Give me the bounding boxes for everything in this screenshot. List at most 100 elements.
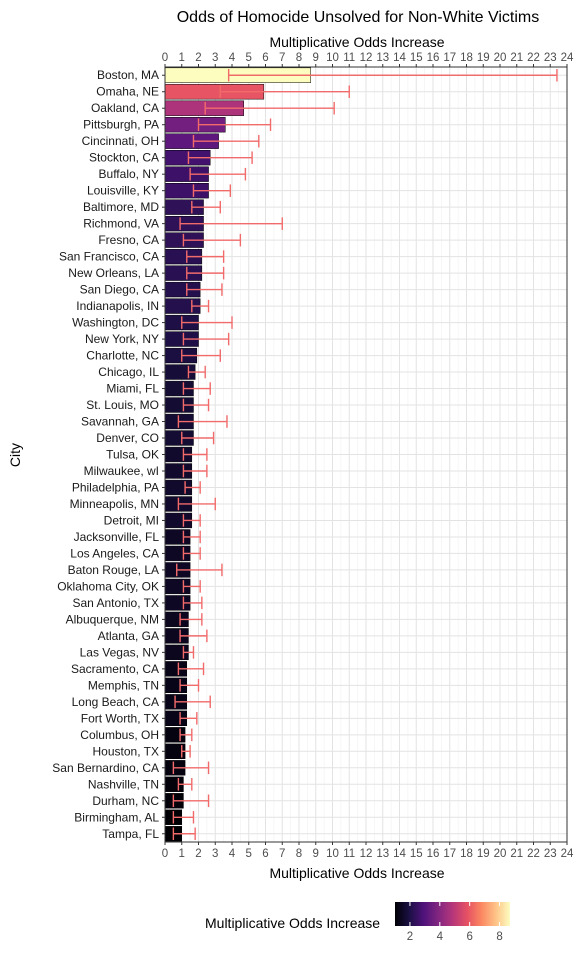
x-bottom-tick-label: 14 [393,848,406,860]
category-label: Oakland, CA [91,101,159,115]
category-label: Charlotte, NC [86,349,159,363]
x-top-tick-label: 16 [427,52,440,64]
x-top-tick-label: 7 [279,52,285,64]
legend-tick-label: 2 [407,931,413,943]
x-bottom-tick-label: 24 [561,848,574,860]
category-label: Boston, MA [97,68,159,82]
category-label: Buffalo, NY [99,167,159,181]
x-bottom-tick-label: 9 [313,848,319,860]
legend-colorbar [395,902,510,926]
category-label: Columbus, OH [80,728,159,742]
category-label: Nashville, TN [88,777,159,791]
category-label: Memphis, TN [88,678,159,692]
x-top-tick-label: 13 [376,52,389,64]
category-label: San Francisco, CA [59,250,159,264]
x-top-tick-label: 12 [360,52,373,64]
x-top-tick-label: 1 [179,52,185,64]
x-top-tick-label: 19 [477,52,490,64]
x-bottom-tick-label: 8 [296,848,302,860]
category-label: Cincinnati, OH [82,134,159,148]
plot-area: 0011223344556677889910101111121213131414… [52,52,574,860]
x-bottom-tick-label: 22 [527,848,540,860]
category-label: Tulsa, OK [106,448,159,462]
x-top-tick-label: 9 [313,52,319,64]
category-label: Sacramento, CA [71,662,159,676]
x-top-tick-label: 4 [229,52,236,64]
x-top-tick-label: 23 [544,52,557,64]
category-label: San Antonio, TX [72,596,159,610]
category-label: Denver, CO [96,431,159,445]
x-bottom-tick-label: 4 [229,848,236,860]
category-label: Las Vegas, NV [80,645,159,659]
x-bottom-tick-label: 12 [360,848,373,860]
x-top-tick-label: 5 [246,52,252,64]
x-bottom-tick-label: 5 [246,848,252,860]
category-label: Birmingham, AL [74,810,159,824]
legend-title: Multiplicative Odds Increase [205,915,380,931]
x-axis-bottom-title: Multiplicative Odds Increase [269,865,444,881]
category-label: Pittsburgh, PA [83,118,159,132]
category-label: Fresno, CA [98,233,159,247]
category-label: San Bernardino, CA [52,761,159,775]
x-bottom-tick-label: 15 [410,848,423,860]
x-top-tick-label: 20 [494,52,507,64]
x-bottom-tick-label: 2 [195,848,201,860]
y-axis-title: City [7,443,23,467]
x-top-tick-label: 2 [195,52,201,64]
category-label: Richmond, VA [83,217,159,231]
category-label: St. Louis, MO [86,398,159,412]
legend-tick-label: 8 [496,931,502,943]
category-label: New Orleans, LA [68,266,159,280]
legend-tick-label: 4 [437,931,444,943]
category-label: Long Beach, CA [72,695,159,709]
legend: Multiplicative Odds Increase 2 4 6 8 [205,902,510,943]
legend-tick-label: 6 [466,931,472,943]
category-label: New York, NY [85,332,159,346]
x-top-tick-label: 8 [296,52,302,64]
category-label: Philadelphia, PA [72,480,159,494]
x-top-tick-label: 14 [393,52,406,64]
x-top-tick-label: 18 [460,52,473,64]
x-bottom-tick-label: 16 [427,848,440,860]
x-bottom-tick-label: 11 [343,848,355,860]
x-bottom-tick-label: 7 [279,848,285,860]
x-top-tick-label: 0 [162,52,168,64]
x-top-tick-label: 21 [510,52,523,64]
x-bottom-tick-label: 18 [460,848,473,860]
category-label: Washington, DC [72,316,159,330]
x-bottom-tick-label: 6 [262,848,268,860]
x-bottom-tick-label: 21 [510,848,523,860]
x-top-tick-label: 15 [410,52,423,64]
category-label: Baton Rouge, LA [68,563,159,577]
category-label: San Diego, CA [80,283,159,297]
x-top-tick-label: 11 [343,52,355,64]
x-bottom-tick-label: 20 [494,848,507,860]
x-bottom-tick-label: 10 [326,848,339,860]
category-label: Durham, NC [92,794,159,808]
x-bottom-tick-label: 13 [376,848,389,860]
category-label: Fort Worth, TX [81,711,159,725]
category-label: Tampa, FL [102,827,159,841]
category-label: Miami, FL [106,382,159,396]
category-label: Houston, TX [93,744,159,758]
category-label: Los Angeles, CA [70,546,159,560]
category-label: Savannah, GA [81,415,159,429]
x-bottom-tick-label: 1 [179,848,185,860]
x-bottom-tick-label: 17 [443,848,456,860]
x-top-tick-label: 17 [443,52,456,64]
x-axis-top-title: Multiplicative Odds Increase [269,34,444,50]
category-label: Chicago, IL [98,365,159,379]
x-top-tick-label: 3 [212,52,218,64]
category-label: Louisville, KY [87,184,159,198]
x-top-tick-label: 10 [326,52,339,64]
x-bottom-tick-label: 0 [162,848,168,860]
category-label: Jacksonville, FL [74,530,160,544]
category-label: Indianapolis, IN [76,299,159,313]
category-label: Atlanta, GA [98,629,159,643]
category-label: Stockton, CA [89,151,159,165]
category-label: Baltimore, MD [83,200,159,214]
category-label: Detroit, MI [104,513,159,527]
category-label: Milwaukee, wI [84,464,159,478]
x-bottom-tick-label: 23 [544,848,557,860]
category-label: Omaha, NE [96,85,159,99]
